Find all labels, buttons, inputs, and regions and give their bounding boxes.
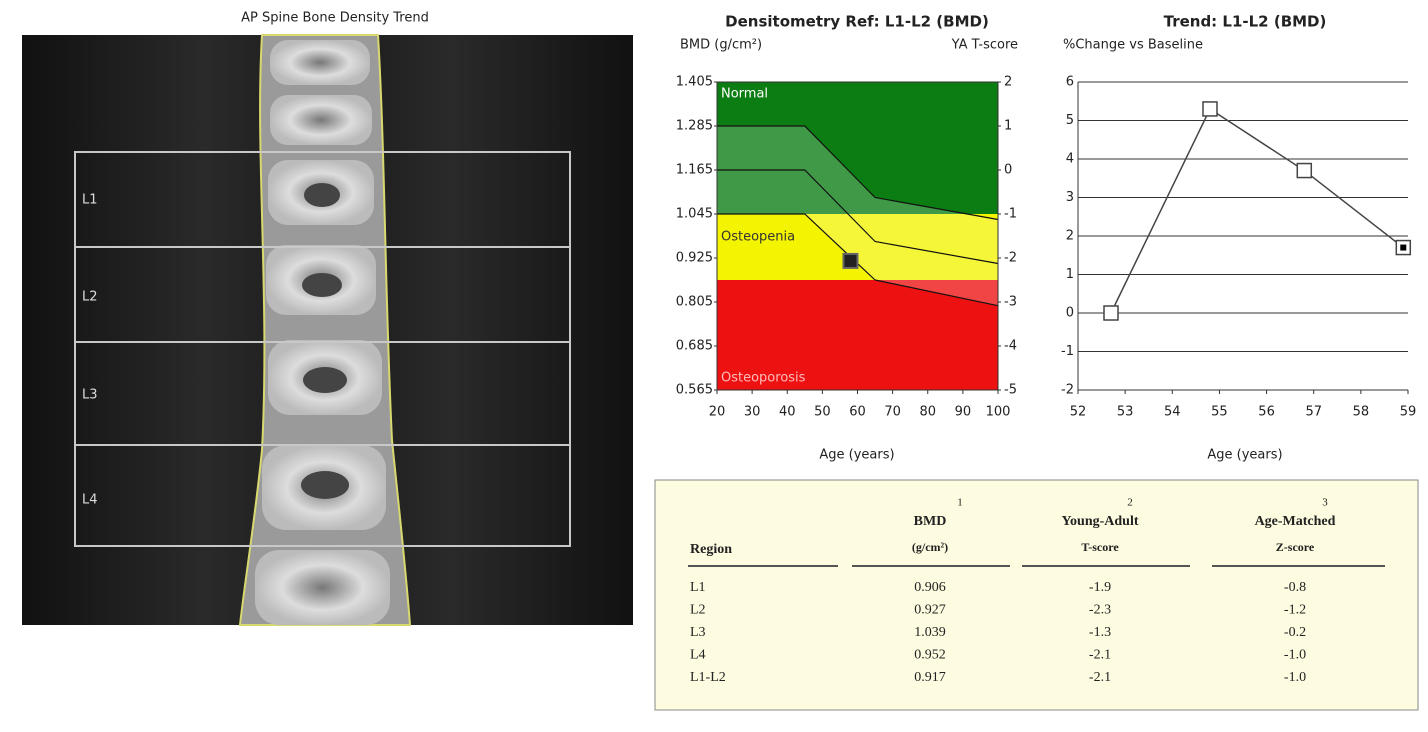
cell: -0.2 — [1284, 625, 1306, 640]
cell: L3 — [690, 625, 706, 640]
header-label: Region — [690, 542, 732, 557]
page: AP Spine Bone Density Trend L1 L2 L3 L4 … — [0, 0, 1428, 732]
cell: -1.2 — [1284, 603, 1306, 618]
cell: 0.906 — [914, 580, 946, 595]
x-tick-label: 54 — [1164, 405, 1181, 420]
y-tick-label: 0.805 — [676, 295, 713, 310]
x-axis-label: Age (years) — [1207, 448, 1282, 463]
y2-tick-label: 2 — [1004, 75, 1012, 90]
image-title: AP Spine Bone Density Trend — [241, 11, 429, 26]
y-tick-label: 1.405 — [676, 75, 713, 90]
report: AP Spine Bone Density Trend L1 L2 L3 L4 … — [0, 0, 1428, 732]
header-note: 1 — [957, 497, 963, 509]
zone-label: Normal — [721, 87, 768, 102]
zone-label: Osteoporosis — [721, 371, 806, 386]
cell: L2 — [690, 603, 706, 618]
y-tick-label: 1.045 — [676, 207, 713, 222]
cell: -2.1 — [1089, 648, 1111, 663]
y-tick-label: 3 — [1066, 190, 1074, 205]
y2-tick-label: -2 — [1004, 251, 1017, 266]
data-point — [1203, 102, 1217, 116]
data-point — [843, 254, 857, 268]
y-tick-label: 0.565 — [676, 383, 713, 398]
cell: L4 — [690, 648, 706, 663]
y2-axis-label: YA T-score — [951, 38, 1018, 53]
current-marker — [1400, 245, 1406, 251]
x-tick-label: 90 — [955, 405, 972, 420]
y-tick-label: 1 — [1066, 267, 1074, 282]
x-tick-label: 52 — [1070, 405, 1087, 420]
region-label: L2 — [82, 290, 98, 305]
zone-label: Osteopenia — [721, 230, 795, 245]
cell: 0.917 — [914, 670, 946, 685]
y-tick-label: 0.925 — [676, 251, 713, 266]
x-tick-label: 40 — [779, 405, 796, 420]
x-tick-label: 50 — [814, 405, 831, 420]
cell: -1.0 — [1284, 648, 1306, 663]
y-tick-label: 1.285 — [676, 119, 713, 134]
y2-tick-label: -5 — [1004, 383, 1017, 398]
y-tick-label: 0.685 — [676, 339, 713, 354]
y-tick-label: -1 — [1061, 344, 1074, 359]
x-tick-label: 80 — [919, 405, 936, 420]
chart-title: Trend: L1-L2 (BMD) — [1164, 13, 1327, 31]
x-tick-label: 53 — [1117, 405, 1134, 420]
header-label: T-score — [1081, 540, 1119, 554]
y-tick-label: 4 — [1066, 152, 1074, 167]
header-label: Age-Matched — [1255, 514, 1336, 529]
subtitle: %Change vs Baseline — [1063, 38, 1203, 53]
x-tick-label: 60 — [849, 405, 866, 420]
region-label: L1 — [82, 193, 98, 208]
header-label: BMD — [914, 514, 947, 529]
x-tick-label: 30 — [744, 405, 761, 420]
x-tick-label: 100 — [986, 405, 1011, 420]
cell: -1.3 — [1089, 625, 1111, 640]
cell: -2.1 — [1089, 670, 1111, 685]
chart-title: Densitometry Ref: L1-L2 (BMD) — [725, 13, 989, 31]
header-label: Young-Adult — [1061, 514, 1138, 529]
data-point — [1104, 306, 1118, 320]
y-tick-label: 2 — [1066, 229, 1074, 244]
y-tick-label: 6 — [1066, 75, 1074, 90]
x-tick-label: 58 — [1353, 405, 1370, 420]
x-tick-label: 56 — [1258, 405, 1275, 420]
y-tick-label: 1.165 — [676, 163, 713, 178]
x-axis-label: Age (years) — [819, 448, 894, 463]
header-note: 2 — [1127, 497, 1133, 509]
cell: 1.039 — [914, 625, 946, 640]
y2-tick-label: -4 — [1004, 339, 1017, 354]
cell: 0.952 — [914, 648, 946, 663]
y-tick-label: 0 — [1066, 306, 1074, 321]
x-tick-label: 55 — [1211, 405, 1228, 420]
x-tick-label: 20 — [709, 405, 726, 420]
region-label: L3 — [82, 388, 98, 403]
header-label: (g/cm²) — [912, 540, 948, 554]
data-point — [1297, 164, 1311, 178]
trend-line — [1111, 109, 1403, 313]
header-label: Z-score — [1276, 540, 1315, 554]
spine-image — [22, 35, 633, 625]
cell: -1.9 — [1089, 580, 1111, 595]
x-tick-label: 70 — [884, 405, 901, 420]
x-tick-label: 59 — [1400, 405, 1417, 420]
y2-tick-label: 0 — [1004, 163, 1012, 178]
y2-tick-label: 1 — [1004, 119, 1012, 134]
cell: L1-L2 — [690, 670, 726, 685]
y-axis-label: BMD (g/cm²) — [680, 38, 762, 53]
cell: -0.8 — [1284, 580, 1306, 595]
cell: -2.3 — [1089, 603, 1111, 618]
cell: -1.0 — [1284, 670, 1306, 685]
region-label: L4 — [82, 493, 98, 508]
y-tick-label: 5 — [1066, 113, 1074, 128]
y2-tick-label: -1 — [1004, 207, 1017, 222]
cell: 0.927 — [914, 603, 946, 618]
cell: L1 — [690, 580, 706, 595]
y-tick-label: -2 — [1061, 383, 1074, 398]
y2-tick-label: -3 — [1004, 295, 1017, 310]
header-note: 3 — [1322, 497, 1328, 509]
x-tick-label: 57 — [1305, 405, 1322, 420]
